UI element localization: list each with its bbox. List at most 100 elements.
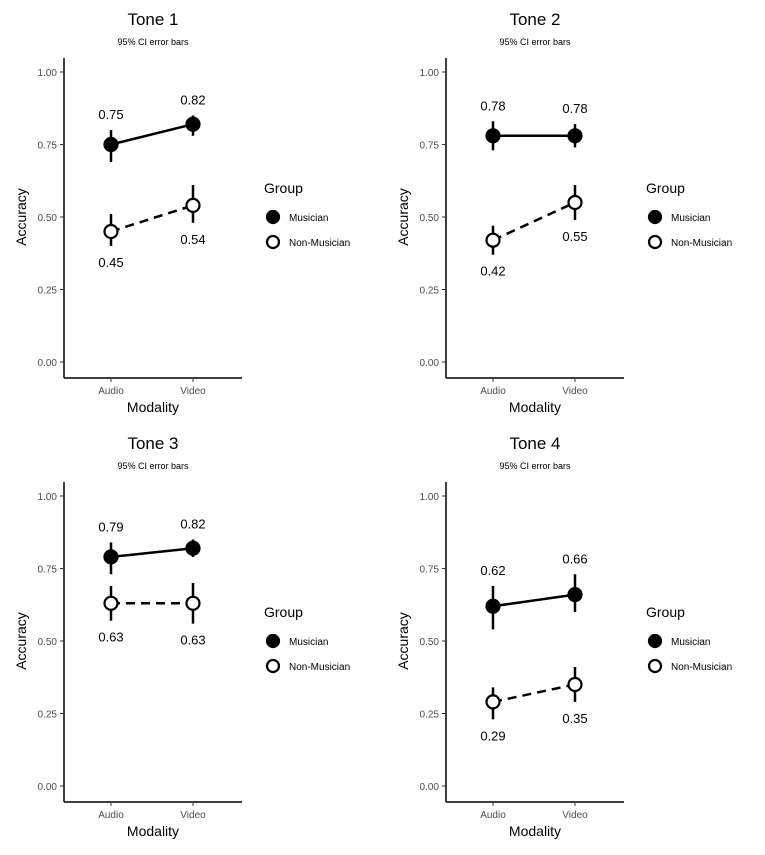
y-tick-label: 0.50 (420, 637, 440, 648)
series-line-musician (110, 122, 194, 146)
x-tick-label: Audio (98, 810, 124, 821)
y-axis-title: Accuracy (13, 188, 29, 246)
y-axis-title: Accuracy (13, 612, 29, 670)
x-tick-label: Video (180, 810, 206, 821)
legend-key-musician (265, 633, 281, 649)
x-tick-label: Audio (480, 386, 506, 397)
legend-label: Musician (671, 637, 710, 648)
chart-title: Tone 4 (509, 434, 560, 453)
legend-key-non-musician (265, 658, 281, 674)
series-line-non-musician (110, 204, 194, 233)
y-tick-label: 0.75 (38, 565, 58, 576)
y-tick-label: 0.25 (38, 286, 58, 297)
x-tick-label: Video (562, 386, 588, 397)
data-label: 0.75 (98, 107, 123, 122)
chart-subtitle: 95% CI error bars (499, 461, 571, 471)
y-tick-label: 0.25 (420, 710, 440, 721)
y-tick-label: 0.75 (420, 565, 440, 576)
y-tick-label: 0.00 (38, 782, 58, 793)
data-point (567, 194, 583, 211)
chart-title: Tone 3 (127, 434, 178, 453)
data-point (103, 595, 119, 611)
legend-title: Group (646, 604, 685, 620)
y-tick-label: 0.75 (420, 141, 440, 152)
chart-panel-2: Tone 2 95% CI error bars 0.00 0.25 0.50 0.75 1… (395, 10, 732, 415)
legend-key-non-musician (265, 234, 281, 250)
y-tick-label: 0.00 (420, 782, 440, 793)
legend-key-musician (647, 209, 663, 225)
chart-title: Tone 1 (127, 10, 178, 29)
chart-panel-4: Tone 4 95% CI error bars 0.00 0.25 0.50 0.75 1… (395, 434, 732, 839)
legend-key-musician (647, 633, 663, 649)
data-label: 0.35 (562, 711, 587, 726)
data-point (485, 598, 501, 614)
data-point (185, 595, 201, 611)
data-label: 0.62 (480, 563, 505, 578)
data-point (485, 232, 501, 248)
data-point (185, 116, 201, 132)
y-tick-label: 1.00 (420, 68, 440, 79)
data-label: 0.82 (180, 517, 205, 532)
data-point (485, 128, 501, 144)
data-label: 0.63 (98, 630, 123, 645)
data-label: 0.63 (180, 633, 205, 648)
x-tick-label: Audio (480, 810, 506, 821)
data-label: 0.78 (562, 101, 587, 116)
data-point (185, 197, 201, 213)
data-label: 0.29 (480, 728, 505, 743)
data-label: 0.42 (480, 264, 505, 279)
y-tick-label: 0.75 (38, 141, 58, 152)
y-axis-title: Accuracy (395, 612, 411, 670)
data-label: 0.78 (480, 98, 505, 113)
x-axis-title: Modality (127, 399, 179, 415)
series-line-musician (492, 593, 576, 608)
legend-label: Non-Musician (289, 662, 350, 673)
data-label: 0.45 (98, 255, 123, 270)
x-tick-label: Audio (98, 386, 124, 397)
data-point (485, 694, 501, 710)
legend-title: Group (646, 180, 685, 196)
data-point (103, 549, 119, 565)
y-tick-label: 0.00 (420, 358, 440, 369)
data-point (103, 136, 119, 153)
x-tick-label: Video (180, 386, 206, 397)
x-axis-title: Modality (509, 399, 561, 415)
legend-key-non-musician (647, 658, 663, 674)
chart-subtitle: 95% CI error bars (117, 37, 189, 47)
data-point (567, 586, 583, 603)
legend-label: Musician (671, 213, 710, 224)
data-label: 0.55 (562, 229, 587, 244)
y-tick-label: 0.50 (38, 213, 58, 224)
y-tick-label: 1.00 (38, 492, 58, 503)
legend-key-non-musician (647, 234, 663, 250)
legend-label: Musician (289, 213, 328, 224)
y-tick-label: 0.25 (38, 710, 58, 721)
legend-key-musician (265, 209, 281, 225)
x-tick-label: Video (562, 810, 588, 821)
chart-subtitle: 95% CI error bars (117, 461, 189, 471)
x-axis-title: Modality (509, 823, 561, 839)
y-tick-label: 1.00 (420, 492, 440, 503)
legend-title: Group (264, 180, 303, 196)
y-tick-label: 0.50 (38, 637, 58, 648)
data-point (567, 128, 583, 144)
y-tick-label: 1.00 (38, 68, 58, 79)
legend-label: Musician (289, 637, 328, 648)
y-tick-label: 0.50 (420, 213, 440, 224)
data-point (185, 540, 201, 556)
legend-label: Non-Musician (671, 662, 732, 673)
chart-subtitle: 95% CI error bars (499, 37, 571, 47)
legend-label: Non-Musician (671, 238, 732, 249)
legend-title: Group (264, 604, 303, 620)
series-line-non-musician (492, 201, 576, 242)
data-label: 0.79 (98, 519, 123, 534)
data-label: 0.54 (180, 232, 205, 247)
data-label: 0.82 (180, 93, 205, 108)
y-tick-label: 0.25 (420, 286, 440, 297)
data-point (103, 223, 119, 240)
data-point (567, 676, 583, 693)
x-axis-title: Modality (127, 823, 179, 839)
y-tick-label: 0.00 (38, 358, 58, 369)
series-line-non-musician (492, 683, 576, 704)
